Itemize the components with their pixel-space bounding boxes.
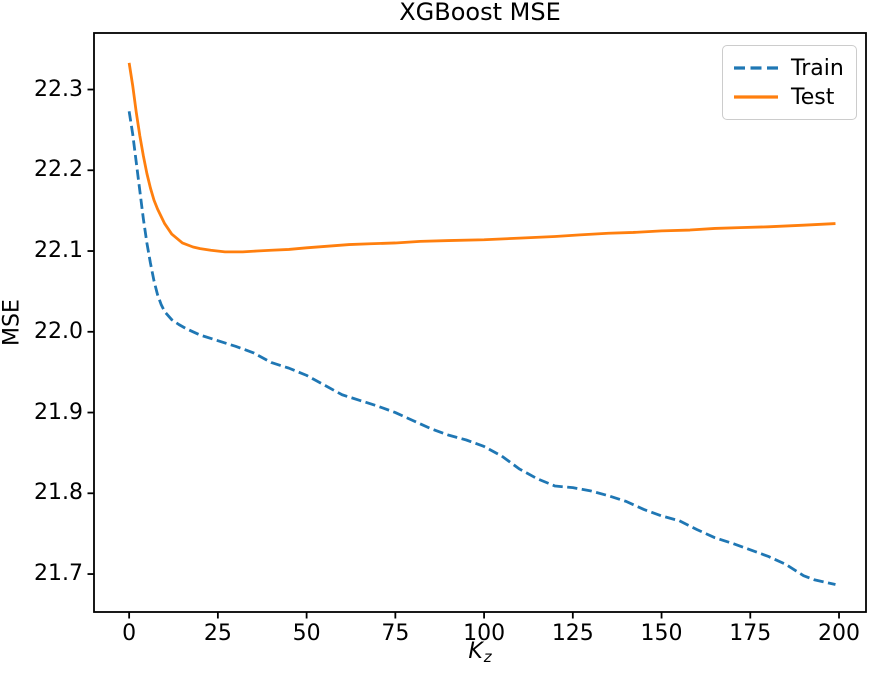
y-tick-label: 22.0 [34, 318, 83, 344]
legend-label-train: Train [791, 55, 844, 81]
legend-label-test: Test [791, 84, 835, 110]
train-line-sample [734, 66, 778, 70]
axes-spines [93, 32, 867, 613]
legend: Train Test [722, 45, 857, 120]
test-line [127, 62, 836, 254]
y-tick-label: 22.3 [34, 76, 83, 102]
x-tick-label: 150 [640, 621, 683, 646]
train-line [127, 111, 836, 586]
x-tick-label: 100 [463, 621, 506, 646]
x-tick-label: 175 [729, 621, 772, 646]
y-tick-label: 21.7 [34, 561, 83, 587]
x-tick-label: 25 [203, 621, 232, 646]
test-line-sample [734, 95, 778, 99]
x-tick-label: 125 [551, 621, 594, 646]
x-axis-label-main: K [468, 639, 483, 664]
x-tick-label: 0 [122, 621, 137, 646]
legend-item-train: Train [733, 54, 844, 82]
x-tick-label: 200 [818, 621, 861, 646]
x-axis-label: Kz [94, 639, 866, 666]
x-tick-label: 75 [381, 621, 410, 646]
x-tick-label: 50 [292, 621, 321, 646]
y-tick-label: 21.9 [34, 399, 83, 425]
y-tick-label: 22.1 [34, 238, 83, 264]
y-tick-label: 22.2 [34, 157, 83, 183]
legend-item-test: Test [733, 83, 844, 111]
chart-title: XGBoost MSE [399, 0, 561, 26]
x-axis-label-subscript: z [483, 648, 492, 666]
y-tick-label: 21.8 [34, 480, 83, 506]
